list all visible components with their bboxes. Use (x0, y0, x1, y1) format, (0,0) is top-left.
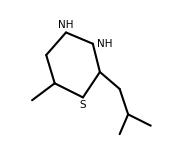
Text: NH: NH (97, 39, 112, 49)
Text: S: S (80, 100, 86, 110)
Text: NH: NH (58, 20, 74, 30)
